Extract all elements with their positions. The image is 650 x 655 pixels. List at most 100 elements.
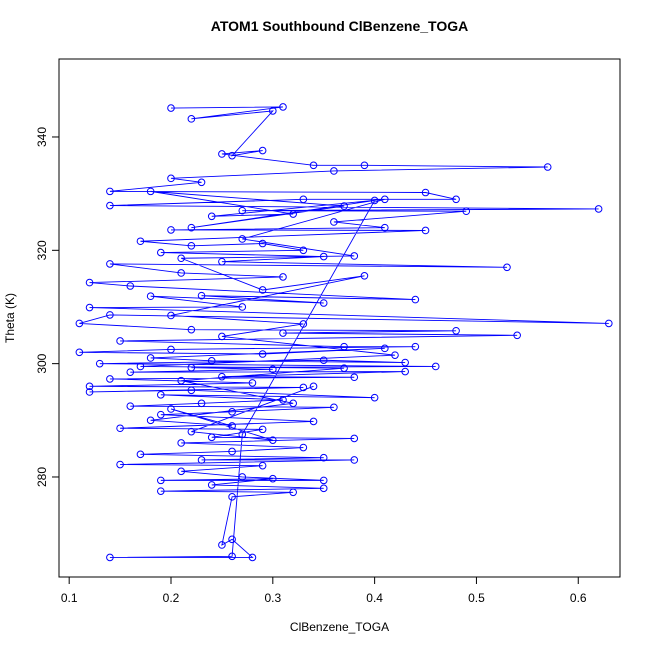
data-point (238, 473, 247, 481)
data-point (136, 450, 145, 459)
data-point (136, 237, 145, 246)
data-point (248, 553, 257, 562)
data-point (238, 206, 247, 215)
data-point (350, 373, 359, 382)
data-point (299, 195, 308, 204)
data-point (197, 456, 206, 464)
data-point (207, 212, 216, 221)
data-point (228, 408, 236, 416)
data-point (258, 350, 267, 358)
data-point (381, 195, 389, 204)
data-point (207, 481, 216, 489)
data-point (167, 345, 175, 354)
data-point (421, 188, 430, 197)
data-point (330, 403, 338, 412)
data-point (258, 425, 267, 434)
data-point (513, 331, 521, 340)
data-point (401, 367, 409, 376)
data-point (136, 362, 145, 371)
data-point (106, 375, 114, 383)
data-point (279, 396, 287, 404)
chart-title: ATOM1 Southbound ClBenzene_TOGA (211, 18, 468, 34)
plot-frame (58, 58, 621, 578)
data-point (85, 278, 94, 287)
x-tick-label: 0.6 (570, 591, 587, 605)
data-point (106, 201, 114, 210)
data-point (167, 226, 175, 234)
data-point (157, 487, 165, 495)
data-point (543, 163, 552, 171)
data-point (319, 299, 328, 307)
data-point (381, 223, 389, 232)
data-point (340, 342, 348, 351)
data-point (452, 195, 460, 204)
data-point (319, 484, 328, 493)
x-tick-label: 0.3 (264, 591, 281, 605)
data-point (85, 388, 94, 396)
data-point (146, 187, 155, 196)
data-point (238, 430, 247, 439)
data-point (350, 252, 359, 260)
data-point (228, 422, 236, 430)
data-point (289, 488, 297, 497)
data-point (431, 362, 440, 371)
data-point (258, 146, 267, 155)
data-point (289, 399, 297, 408)
data-point (411, 295, 420, 304)
data-point (218, 372, 226, 381)
data-point (218, 541, 226, 549)
series-line (79, 106, 609, 558)
data-point (157, 391, 165, 399)
data-point (157, 476, 165, 485)
data-point (228, 552, 236, 561)
data-point (207, 433, 216, 442)
data-point (258, 239, 267, 248)
data-point (167, 104, 175, 112)
data-point (126, 282, 135, 290)
y-tick-label: 320 (35, 240, 49, 260)
data-point (289, 210, 297, 218)
data-point (594, 205, 603, 213)
data-point (116, 460, 124, 469)
data-point (503, 263, 511, 272)
data-point (116, 337, 124, 345)
data-point (309, 161, 318, 170)
data-point (319, 453, 328, 462)
data-point (207, 357, 216, 365)
data-point (360, 272, 369, 280)
data-point (116, 424, 124, 433)
x-axis-label: ClBenzene_TOGA (290, 620, 389, 634)
data-point (177, 269, 185, 277)
y-axis-label: Theta (K) (3, 293, 17, 343)
data-point (228, 535, 236, 544)
data-point (177, 376, 185, 385)
data-point (258, 286, 267, 294)
data-point (146, 354, 155, 362)
data-point (319, 356, 328, 365)
data-point (187, 115, 196, 123)
data-point (187, 223, 196, 232)
x-tick-label: 0.2 (163, 591, 180, 605)
data-point (279, 103, 287, 111)
data-point (197, 178, 206, 187)
data-point (106, 311, 114, 319)
data-point (197, 291, 206, 300)
data-point (228, 493, 236, 501)
data-point (299, 320, 308, 328)
data-point (381, 344, 389, 353)
data-point (319, 252, 328, 261)
data-point (248, 379, 257, 387)
data-point (279, 329, 287, 337)
data-point (228, 447, 236, 456)
data-point (167, 311, 175, 320)
data-point (187, 325, 196, 334)
data-point (238, 303, 247, 311)
data-point (167, 405, 175, 413)
data-point (309, 382, 318, 391)
data-point (370, 393, 379, 402)
data-point (401, 358, 409, 367)
data-point (269, 474, 277, 483)
x-tick-label: 0.5 (468, 591, 485, 605)
data-point (299, 443, 308, 452)
data-point (187, 427, 196, 436)
